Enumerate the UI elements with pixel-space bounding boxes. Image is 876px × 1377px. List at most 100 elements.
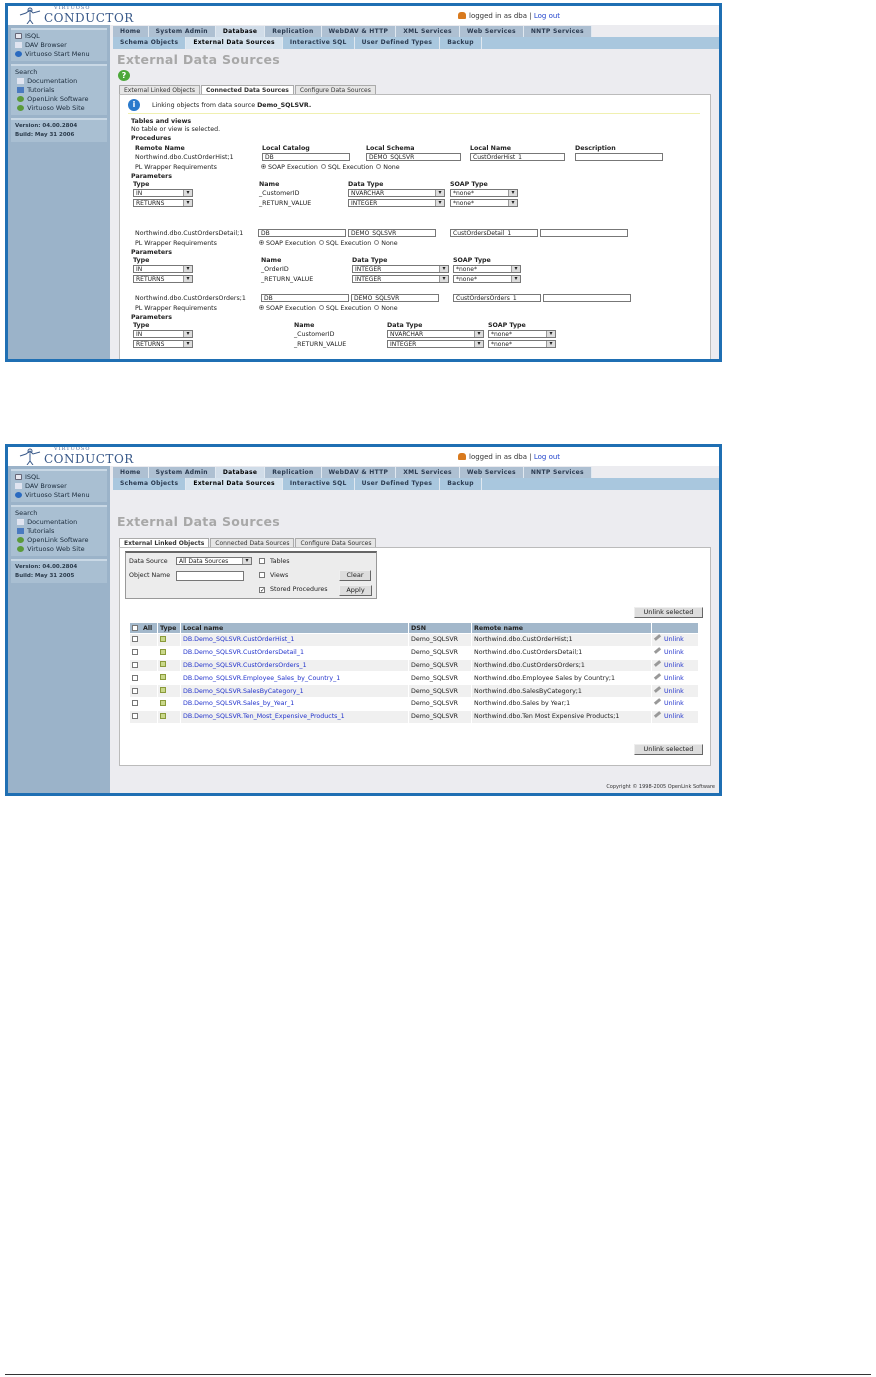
param-datatype-select[interactable]: NVARCHAR bbox=[348, 189, 445, 197]
sidebar-item-website[interactable]: Virtuoso Web Site bbox=[15, 104, 103, 113]
unlink-link[interactable]: Unlink bbox=[664, 674, 684, 682]
tab-replication[interactable]: Replication bbox=[265, 26, 322, 37]
tab-database[interactable]: Database bbox=[215, 467, 266, 478]
checkbox-checked[interactable]: ✓ bbox=[259, 587, 266, 594]
tab-replication[interactable]: Replication bbox=[265, 467, 322, 478]
local-schema-input[interactable]: DEMO_SQLSVR bbox=[366, 153, 461, 161]
unlink-link[interactable]: Unlink bbox=[664, 687, 684, 695]
sidebar-item-openlink[interactable]: OpenLink Software bbox=[15, 95, 103, 104]
row-select-cell[interactable] bbox=[130, 659, 157, 672]
tab-configure-data-sources[interactable]: Configure Data Sources bbox=[294, 85, 376, 95]
param-type-select[interactable]: IN bbox=[133, 265, 193, 273]
row-checkbox[interactable] bbox=[132, 687, 138, 694]
select-all-header[interactable]: All bbox=[130, 623, 157, 633]
checkbox[interactable] bbox=[259, 572, 265, 578]
local-catalog-input[interactable]: DB bbox=[261, 294, 349, 302]
param-type-select[interactable]: RETURNS bbox=[133, 199, 193, 207]
tab-xml-services[interactable]: XML Services bbox=[396, 467, 460, 478]
local-name-link[interactable]: DB.Demo_SQLSVR.Ten_Most_Expensive_Produc… bbox=[183, 713, 345, 721]
unlink-link[interactable]: Unlink bbox=[664, 649, 684, 657]
subtab-interactive-sql[interactable]: Interactive SQL bbox=[283, 37, 355, 49]
radio-button[interactable] bbox=[320, 164, 326, 169]
param-datatype-select[interactable]: INTEGER bbox=[352, 265, 449, 273]
sidebar-item-tutorials[interactable]: Tutorials bbox=[15, 86, 103, 95]
tab-external-linked-objects[interactable]: External Linked Objects bbox=[119, 85, 200, 95]
sidebar-item-tutorials[interactable]: Tutorials bbox=[15, 527, 103, 536]
local-local-input[interactable]: CustOrderHist_1 bbox=[470, 153, 565, 161]
local-name-link[interactable]: DB.Demo_SQLSVR.Sales_by_Year_1 bbox=[183, 700, 295, 708]
sidebar-item-start-menu[interactable]: Virtuoso Start Menu bbox=[15, 491, 103, 500]
tab-web-services[interactable]: Web Services bbox=[459, 467, 524, 478]
subtab-backup[interactable]: Backup bbox=[440, 37, 482, 49]
radio-button[interactable] bbox=[261, 164, 266, 169]
unlink-selected-button-top[interactable]: Unlink selected bbox=[634, 607, 703, 618]
sidebar-item-dav-browser[interactable]: DAV Browser bbox=[15, 41, 103, 50]
tab-database[interactable]: Database bbox=[215, 26, 266, 37]
local-schema-input[interactable]: DEMO_SQLSVR bbox=[348, 229, 436, 237]
local-name-link[interactable]: DB.Demo_SQLSVR.CustOrdersDetail_1 bbox=[183, 649, 304, 657]
tab-system-admin[interactable]: System Admin bbox=[148, 26, 216, 37]
tab-home[interactable]: Home bbox=[113, 26, 149, 37]
tab-configure-data-sources[interactable]: Configure Data Sources bbox=[295, 538, 377, 548]
subtab-external-data-sources[interactable]: External Data Sources bbox=[186, 37, 283, 49]
row-checkbox[interactable] bbox=[132, 700, 138, 707]
param-soaptype-select[interactable]: *none* bbox=[450, 199, 518, 207]
unlink-selected-button-bottom[interactable]: Unlink selected bbox=[634, 744, 703, 755]
radio-button[interactable] bbox=[259, 305, 264, 310]
subtab-schema-objects[interactable]: Schema Objects bbox=[113, 37, 187, 49]
param-soaptype-select[interactable]: *none* bbox=[453, 275, 521, 283]
param-soaptype-select[interactable]: *none* bbox=[488, 340, 556, 348]
radio-button[interactable] bbox=[374, 305, 380, 310]
unlink-link[interactable]: Unlink bbox=[664, 636, 684, 644]
tab-system-admin[interactable]: System Admin bbox=[148, 467, 216, 478]
unlink-link[interactable]: Unlink bbox=[664, 700, 684, 708]
row-checkbox[interactable] bbox=[132, 713, 138, 720]
radio-button[interactable] bbox=[318, 240, 324, 245]
local-catalog-input[interactable]: DB bbox=[262, 153, 350, 161]
param-soaptype-select[interactable]: *none* bbox=[488, 330, 556, 338]
row-checkbox[interactable] bbox=[132, 649, 138, 656]
row-select-cell[interactable] bbox=[130, 647, 157, 659]
apply-button[interactable]: Apply bbox=[339, 585, 372, 596]
param-soaptype-select[interactable]: *none* bbox=[453, 265, 521, 273]
sidebar-item-documentation[interactable]: Documentation bbox=[15, 518, 103, 527]
tables-checkbox[interactable]: Tables bbox=[259, 558, 290, 566]
tab-web-services[interactable]: Web Services bbox=[459, 26, 524, 37]
sidebar-item-openlink[interactable]: OpenLink Software bbox=[15, 536, 103, 545]
tab-nntp-services[interactable]: NNTP Services bbox=[523, 26, 592, 37]
subtab-schema-objects[interactable]: Schema Objects bbox=[113, 478, 187, 490]
sidebar-item-isql[interactable]: ISQL bbox=[15, 32, 103, 41]
local-desc-input[interactable] bbox=[575, 153, 663, 161]
local-local-input[interactable]: CustOrdersDetail_1 bbox=[450, 229, 538, 237]
sidebar-item-start-menu[interactable]: Virtuoso Start Menu bbox=[15, 50, 103, 59]
tab-nntp-services[interactable]: NNTP Services bbox=[523, 467, 592, 478]
param-type-select[interactable]: RETURNS bbox=[133, 275, 193, 283]
sidebar-item-documentation[interactable]: Documentation bbox=[15, 77, 103, 86]
sidebar-item-website[interactable]: Virtuoso Web Site bbox=[15, 545, 103, 554]
row-checkbox[interactable] bbox=[132, 674, 138, 681]
row-select-cell[interactable] bbox=[130, 710, 157, 723]
param-datatype-select[interactable]: INTEGER bbox=[387, 340, 484, 348]
tab-webdav[interactable]: WebDAV & HTTP bbox=[321, 467, 397, 478]
data-source-select[interactable]: All Data Sources bbox=[176, 557, 252, 565]
row-checkbox[interactable] bbox=[132, 661, 138, 668]
subtab-external-data-sources[interactable]: External Data Sources bbox=[186, 478, 283, 490]
subtab-user-defined-types[interactable]: User Defined Types bbox=[355, 37, 441, 49]
param-type-select[interactable]: RETURNS bbox=[133, 340, 193, 348]
local-name-link[interactable]: DB.Demo_SQLSVR.CustOrdersOrders_1 bbox=[183, 661, 307, 669]
stored-procedures-checkbox[interactable]: ✓ Stored Procedures bbox=[259, 586, 328, 594]
local-local-input[interactable]: CustOrdersOrders_1 bbox=[453, 294, 541, 302]
local-desc-input[interactable] bbox=[543, 294, 631, 302]
views-checkbox[interactable]: Views bbox=[259, 572, 288, 580]
param-datatype-select[interactable]: NVARCHAR bbox=[387, 330, 484, 338]
select-all-checkbox[interactable] bbox=[132, 624, 138, 631]
unlink-link[interactable]: Unlink bbox=[664, 661, 684, 669]
local-desc-input[interactable] bbox=[540, 229, 628, 237]
tab-webdav[interactable]: WebDAV & HTTP bbox=[321, 26, 397, 37]
unlink-link[interactable]: Unlink bbox=[664, 713, 684, 721]
logout-link[interactable]: Log out bbox=[533, 453, 561, 461]
subtab-user-defined-types[interactable]: User Defined Types bbox=[355, 478, 441, 490]
tab-xml-services[interactable]: XML Services bbox=[396, 26, 460, 37]
radio-button[interactable] bbox=[259, 240, 264, 245]
radio-button[interactable] bbox=[374, 240, 380, 245]
